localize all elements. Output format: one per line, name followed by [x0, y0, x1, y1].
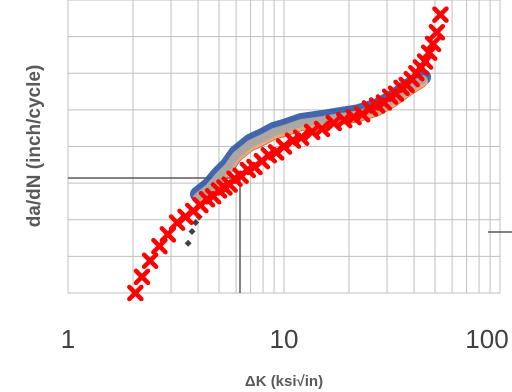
- x-marker-stroke: [428, 23, 446, 41]
- x-marker: [313, 120, 331, 138]
- x-marker-stroke: [424, 35, 442, 53]
- x-marker-stroke: [432, 6, 449, 23]
- x-marker: [127, 284, 144, 302]
- x-marker: [428, 23, 446, 41]
- diamond-marker: [188, 227, 196, 235]
- plot-area-frame: [67, 0, 501, 294]
- x-marker-stroke: [325, 114, 343, 132]
- x-marker: [151, 237, 168, 255]
- x-marker-stroke: [313, 120, 331, 138]
- x-marker-stroke: [292, 129, 310, 146]
- x-marker: [424, 35, 442, 53]
- x-marker-stroke: [335, 111, 353, 129]
- y-axis-title: da/dN (inch/cycle): [24, 65, 45, 228]
- x-tick-label: 1: [61, 324, 75, 354]
- x-tick-label: 10: [270, 324, 299, 354]
- x-marker-stroke: [151, 237, 168, 255]
- diamond-marker: [184, 239, 192, 247]
- x-marker-stroke: [420, 44, 438, 61]
- diamond-marker: [192, 219, 200, 227]
- x-marker-stroke: [303, 123, 321, 141]
- x-marker-stroke: [416, 53, 434, 70]
- x-marker: [292, 129, 310, 146]
- x-marker-stroke: [127, 284, 144, 302]
- x-tick-label: 100: [465, 324, 508, 354]
- x-marker: [141, 252, 159, 270]
- x-marker-stroke: [133, 268, 151, 286]
- x-tick-labels: 1 10 100: [61, 324, 509, 354]
- x-marker-stroke: [345, 108, 362, 126]
- x-marker-stroke: [141, 252, 159, 270]
- x-marker: [416, 53, 434, 70]
- x-marker: [432, 6, 449, 23]
- x-marker: [133, 268, 151, 286]
- x-axis-title: ΔK (ksi√in): [245, 373, 323, 390]
- x-markers: [127, 6, 449, 302]
- x-marker: [420, 44, 438, 61]
